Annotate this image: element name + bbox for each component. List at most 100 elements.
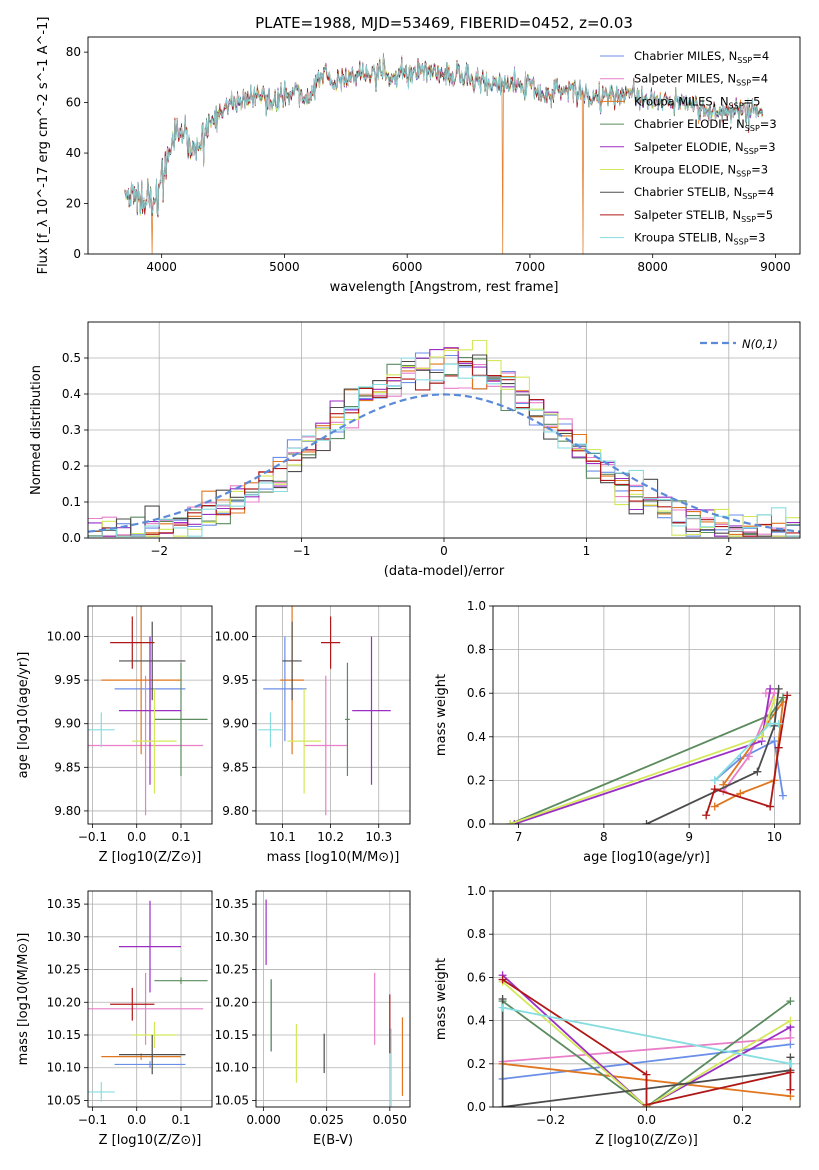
y-tick-label: 0.0 — [467, 817, 486, 831]
x-tick-label: 0.2 — [733, 1113, 752, 1127]
y-tick-label: 9.85 — [54, 760, 81, 774]
x-axis-label: age [log10(age/yr)] — [583, 850, 710, 865]
axes-frame — [492, 890, 801, 1108]
legend-count: =4 — [752, 49, 769, 63]
axes-frame — [492, 605, 801, 825]
plus-marker — [778, 693, 787, 702]
y-tick-label: 10.10 — [215, 1061, 249, 1075]
y-tick-label: 10.35 — [47, 897, 81, 911]
plus-marker — [710, 776, 719, 785]
weight-line — [509, 699, 776, 824]
plus-marker — [506, 820, 515, 824]
figure-title: PLATE=1988, MJD=53469, FIBERID=0452, z=0… — [255, 14, 633, 32]
weight-vs-age-axes: 7 8 9 10 0.0 0.2 0.4 0.6 0.8 1.0 age [log10(age/yr… — [434, 599, 801, 865]
y-tick-label: 20 — [66, 197, 81, 211]
plus-marker — [642, 1070, 651, 1079]
y-tick-label: 0.8 — [467, 643, 486, 657]
y-axis-label: mass weight — [434, 958, 449, 1040]
age-vs-metallicity-axes: −0.1 0.0 0.1 9.80 9.85 9.90 9.95 10.00 Z [log10(… — [16, 605, 213, 865]
x-tick-label: 0.025 — [310, 1113, 344, 1127]
y-tick-label: 9.80 — [54, 804, 81, 818]
legend-subscript: SSP — [744, 147, 759, 156]
y-tick-label: 1.0 — [467, 599, 486, 613]
y-tick-label: 10.15 — [47, 1028, 81, 1042]
y-tick-label: 0.0 — [62, 531, 81, 545]
x-tick-label: 10.3 — [365, 830, 392, 844]
plus-marker — [702, 811, 711, 820]
axes-frame — [255, 605, 411, 825]
y-tick-label: 10.00 — [47, 630, 81, 644]
x-tick-label: 10.1 — [269, 830, 296, 844]
plus-marker — [786, 1016, 795, 1025]
x-tick-label: 7000 — [515, 260, 546, 274]
weight-line — [714, 739, 784, 796]
plus-marker — [786, 997, 795, 1006]
x-tick-label: −2 — [150, 544, 168, 558]
y-tick-label: 9.80 — [222, 804, 249, 818]
plus-marker — [778, 791, 787, 800]
plus-marker — [642, 820, 651, 824]
x-axis-label: Z [log10(Z/Z⊙)] — [99, 850, 202, 865]
y-tick-label: 10.05 — [47, 1093, 81, 1107]
mass-vs-ebv-axes: 0.000 0.025 0.050 10.05 10.10 10.15 10.20 10.25… — [215, 890, 411, 1148]
plot-content — [88, 339, 800, 537]
y-tick-label: 10.20 — [47, 995, 81, 1009]
weight-line — [514, 688, 772, 824]
y-axis-label: mass weight — [434, 674, 449, 756]
plot-content — [124, 52, 764, 254]
y-axis-label: mass [log10(M/M⊙)] — [16, 933, 31, 1066]
plus-marker — [510, 820, 519, 824]
age-vs-mass-axes: 10.1 10.2 10.3 9.80 9.85 9.90 9.95 10.00 mass [l… — [215, 605, 411, 865]
axes-frame — [255, 890, 411, 1108]
y-tick-label: 0.5 — [62, 351, 81, 365]
y-axis-label: age [log10(age/yr)] — [16, 652, 31, 779]
y-tick-label: 10.20 — [215, 995, 249, 1009]
x-tick-label: 0.050 — [373, 1113, 407, 1127]
x-tick-label: 0.0 — [127, 830, 146, 844]
plot-content — [265, 899, 404, 1107]
legend-count: =3 — [751, 163, 768, 177]
x-tick-label: −0.1 — [78, 1113, 107, 1127]
y-tick-label: 9.85 — [222, 760, 249, 774]
y-tick-label: 9.95 — [54, 673, 81, 687]
plus-marker — [753, 767, 762, 776]
legend-subscript: SSP — [737, 56, 752, 65]
plus-marker — [710, 785, 719, 794]
legend-entry: N(0,1) — [742, 337, 778, 351]
plus-marker — [774, 743, 783, 752]
y-tick-label: 0.6 — [467, 970, 486, 984]
x-tick-label: 0.000 — [246, 1113, 280, 1127]
plus-marker — [774, 719, 783, 728]
plot-content — [506, 684, 792, 824]
x-tick-label: 10.2 — [317, 830, 344, 844]
axes-frame — [87, 36, 801, 255]
x-axis-label: E(B-V) — [313, 1133, 353, 1148]
normal-reference-curve — [88, 393, 800, 533]
legend-count: =5 — [756, 208, 773, 222]
x-axis-label: wavelength [Angstrom, rest frame] — [330, 280, 559, 295]
weight-line — [502, 981, 791, 1107]
plus-marker — [498, 995, 507, 1003]
plus-marker — [498, 975, 507, 984]
y-tick-label: 9.95 — [222, 673, 249, 687]
legend-entry: Chabrier STELIB, NSSP=4 — [634, 185, 774, 201]
plus-marker — [786, 1068, 795, 1077]
y-tick-label: 10.25 — [215, 963, 249, 977]
mass-vs-metallicity-axes: −0.1 0.0 0.1 10.05 10.10 10.15 10.20 10.25 10.30… — [16, 890, 213, 1148]
y-tick-label: 0.2 — [62, 459, 81, 473]
x-tick-label: 9000 — [760, 260, 791, 274]
y-tick-label: 0.6 — [467, 686, 486, 700]
histogram-kroupa-miles — [88, 347, 800, 537]
plus-marker — [786, 1085, 795, 1094]
x-axis-label: mass [log10(M/M⊙)] — [267, 850, 400, 865]
legend-subscript: SSP — [736, 79, 751, 88]
plus-marker — [774, 684, 783, 693]
legend-entry: Chabrier ELODIE, NSSP=3 — [634, 117, 777, 133]
weight-line — [502, 1006, 791, 1065]
y-tick-label: 0.0 — [467, 1100, 486, 1114]
plus-marker — [786, 1059, 795, 1068]
plus-marker — [642, 1100, 651, 1107]
spectrum-line-kroupa-stelib — [124, 56, 764, 216]
axes-frame — [87, 605, 213, 825]
